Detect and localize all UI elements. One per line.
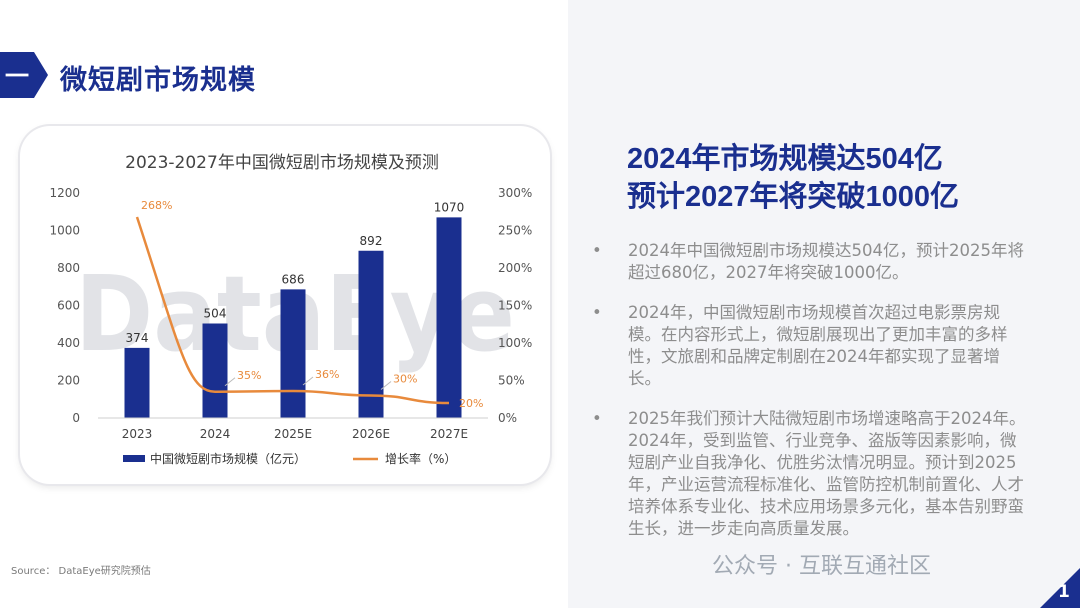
social-watermark: 公众号 · 互联互通社区 bbox=[712, 554, 931, 579]
headline-line-1: 2024年市场规模达504亿 bbox=[627, 143, 943, 175]
bullet-text: 2025年我们预计大陆微短剧市场增速略高于2024年。2024年，受到监管、行业… bbox=[628, 409, 1026, 538]
bar bbox=[202, 323, 228, 418]
y2-tick-label: 0% bbox=[498, 411, 517, 425]
line-data-label: 30% bbox=[393, 373, 417, 386]
chart-title: 2023-2027年中国微短剧市场规模及预测 bbox=[125, 153, 439, 173]
bar bbox=[280, 289, 306, 418]
bar-data-label: 892 bbox=[360, 234, 383, 248]
section-title: 微短剧市场规模 bbox=[60, 65, 256, 96]
line-data-label: 268% bbox=[141, 199, 172, 212]
page-number: 1 bbox=[1058, 582, 1070, 602]
bar-data-label: 504 bbox=[204, 307, 227, 321]
bullet-text: 2024年，中国微短剧市场规模首次超过电影票房规模。在内容形式上，微短剧展现出了… bbox=[628, 303, 1008, 388]
y2-tick-label: 100% bbox=[498, 336, 532, 350]
y2-tick-label: 300% bbox=[498, 186, 532, 200]
y-tick-label: 1000 bbox=[49, 224, 80, 238]
y-tick-label: 0 bbox=[72, 411, 80, 425]
y-tick-label: 1200 bbox=[49, 186, 80, 200]
label-leader-line bbox=[380, 381, 392, 390]
bullet-dot-icon: • bbox=[592, 409, 602, 428]
x-tick-label: 2026E bbox=[352, 427, 390, 441]
line-data-label: 36% bbox=[315, 368, 339, 381]
section-number: 一 bbox=[5, 62, 29, 90]
bar bbox=[358, 250, 384, 418]
y2-tick-label: 200% bbox=[498, 261, 532, 275]
bar-data-label: 686 bbox=[282, 272, 305, 286]
y2-tick-label: 150% bbox=[498, 299, 532, 313]
bullet-text: 2024年中国微短剧市场规模达504亿，预计2025年将超过680亿，2027年… bbox=[628, 241, 1024, 282]
y2-tick-label: 250% bbox=[498, 224, 532, 238]
page-corner bbox=[1040, 568, 1080, 608]
bar bbox=[436, 217, 462, 418]
y-tick-label: 200 bbox=[57, 374, 80, 388]
y2-tick-label: 50% bbox=[498, 374, 525, 388]
chart-card: 2023-2027年中国微短剧市场规模及预测 DataEye 374504686… bbox=[20, 126, 550, 484]
y-tick-label: 600 bbox=[57, 299, 80, 313]
right-panel bbox=[568, 0, 1080, 608]
bullet-dot-icon: • bbox=[592, 241, 602, 260]
bullet-list: • 2024年中国微短剧市场规模达504亿，预计2025年将超过680亿，2027… bbox=[592, 240, 1032, 558]
line-data-label: 35% bbox=[237, 369, 261, 382]
bullet-item: • 2024年中国微短剧市场规模达504亿，预计2025年将超过680亿，2027… bbox=[592, 240, 1032, 284]
headline-line-2: 预计2027年将突破1000亿 bbox=[627, 181, 960, 213]
y-tick-label: 400 bbox=[57, 336, 80, 350]
legend-bar-label: 中国微短剧市场规模（亿元） bbox=[150, 451, 306, 466]
x-tick-label: 2023 bbox=[122, 427, 153, 441]
line-data-label: 20% bbox=[459, 397, 483, 410]
bullet-item: • 2025年我们预计大陆微短剧市场增速略高于2024年。2024年，受到监管、行… bbox=[592, 408, 1032, 540]
bullet-dot-icon: • bbox=[592, 303, 602, 322]
x-tick-label: 2024 bbox=[200, 427, 231, 441]
x-tick-label: 2025E bbox=[274, 427, 312, 441]
section-number-tab: 一 bbox=[0, 52, 48, 98]
legend-bar-swatch bbox=[123, 455, 145, 462]
bar-data-label: 374 bbox=[126, 331, 149, 345]
headline: 2024年市场规模达504亿 预计2027年将突破1000亿 bbox=[627, 140, 959, 216]
x-tick-label: 2027E bbox=[430, 427, 468, 441]
y-tick-label: 800 bbox=[57, 261, 80, 275]
growth-line bbox=[135, 216, 450, 405]
market-size-chart: 2023-2027年中国微短剧市场规模及预测 DataEye 374504686… bbox=[49, 153, 532, 466]
bullet-item: • 2024年，中国微短剧市场规模首次超过电影票房规模。在内容形式上，微短剧展现出… bbox=[592, 302, 1032, 390]
legend-line-label: 增长率（%） bbox=[385, 451, 456, 466]
bar-data-label: 1070 bbox=[434, 200, 465, 214]
label-leader-line bbox=[224, 377, 236, 387]
bar bbox=[124, 347, 150, 418]
label-leader-line bbox=[302, 376, 314, 386]
source-note: Source： DataEye研究院预估 bbox=[11, 566, 151, 577]
